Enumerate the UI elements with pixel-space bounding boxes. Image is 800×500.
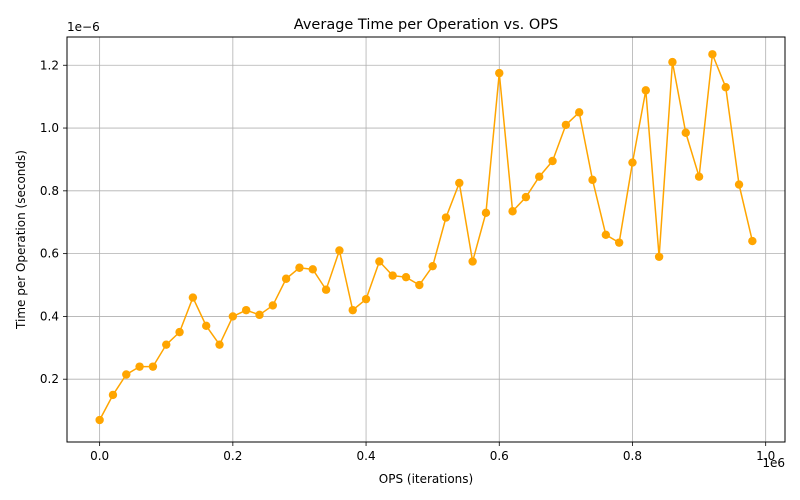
x-tick-label: 0.4 <box>357 449 376 463</box>
y-tick-label: 0.2 <box>40 372 59 386</box>
data-point <box>588 175 597 185</box>
data-point <box>468 257 477 266</box>
data-point <box>175 327 184 337</box>
data-point <box>255 310 264 320</box>
data-point <box>481 208 491 218</box>
x-tick-label: 0.6 <box>490 449 509 463</box>
y-axis-label: Time per Operation (seconds) <box>14 150 28 330</box>
data-point <box>748 236 757 246</box>
data-point <box>295 263 304 272</box>
data-point <box>428 261 437 271</box>
data-point <box>721 83 730 92</box>
data-point <box>321 285 331 294</box>
y-tick-label: 0.4 <box>40 309 59 323</box>
x-tick-label: 0.2 <box>223 449 242 463</box>
data-point <box>335 246 344 255</box>
data-point <box>388 271 397 280</box>
data-point <box>135 362 144 371</box>
x-tick-label: 0.0 <box>90 449 109 463</box>
data-point <box>694 172 704 181</box>
chart-title: Average Time per Operation vs. OPS <box>294 17 558 33</box>
data-point <box>614 238 624 247</box>
data-point <box>122 370 131 379</box>
data-point <box>268 301 278 310</box>
x-axis-offset-label: 1e6 <box>762 456 785 470</box>
data-point <box>508 207 517 216</box>
data-point <box>601 230 611 239</box>
data-point <box>361 294 371 304</box>
data-point <box>641 86 650 95</box>
axis-ticks: 0.0 0.2 0.4 0.6 0.8 1.0 0.2 0.4 0.6 0.8 1.0 1.2 <box>40 58 775 463</box>
data-point <box>734 180 744 189</box>
data-point <box>681 128 690 137</box>
y-tick-label: 0.6 <box>40 247 59 261</box>
data-point <box>108 390 118 400</box>
data-point <box>241 305 251 315</box>
grid <box>67 37 785 442</box>
data-point <box>148 362 158 371</box>
data-point <box>628 158 637 167</box>
data-point <box>455 178 464 188</box>
data-point <box>95 415 104 425</box>
data-point <box>441 213 451 222</box>
data-point <box>521 192 531 202</box>
data-point <box>215 340 224 349</box>
data-point <box>162 340 171 349</box>
y-tick-label: 1.2 <box>40 58 59 72</box>
data-point <box>401 272 411 282</box>
data-point <box>535 172 544 181</box>
data-point <box>708 50 717 59</box>
data-point <box>548 156 557 166</box>
series <box>95 50 757 425</box>
x-tick-label: 0.8 <box>623 449 642 463</box>
data-point <box>348 305 357 315</box>
x-tick-label: 1.0 <box>756 449 775 463</box>
data-point <box>202 321 211 331</box>
y-tick-label: 0.8 <box>40 184 59 198</box>
data-point <box>561 120 571 130</box>
data-point <box>228 312 238 321</box>
series-line <box>98 53 754 421</box>
x-axis-label: OPS (iterations) <box>379 472 473 486</box>
data-point <box>375 257 384 266</box>
y-axis-offset-label: 1e−6 <box>67 20 100 34</box>
data-point <box>668 57 677 67</box>
data-point <box>415 280 424 290</box>
data-point <box>308 265 317 274</box>
data-point <box>574 108 584 117</box>
plot-frame <box>66 36 786 443</box>
data-point <box>654 252 664 261</box>
data-point <box>281 274 291 283</box>
data-point <box>188 293 198 302</box>
data-point <box>495 68 504 78</box>
y-tick-label: 1.0 <box>40 121 59 135</box>
